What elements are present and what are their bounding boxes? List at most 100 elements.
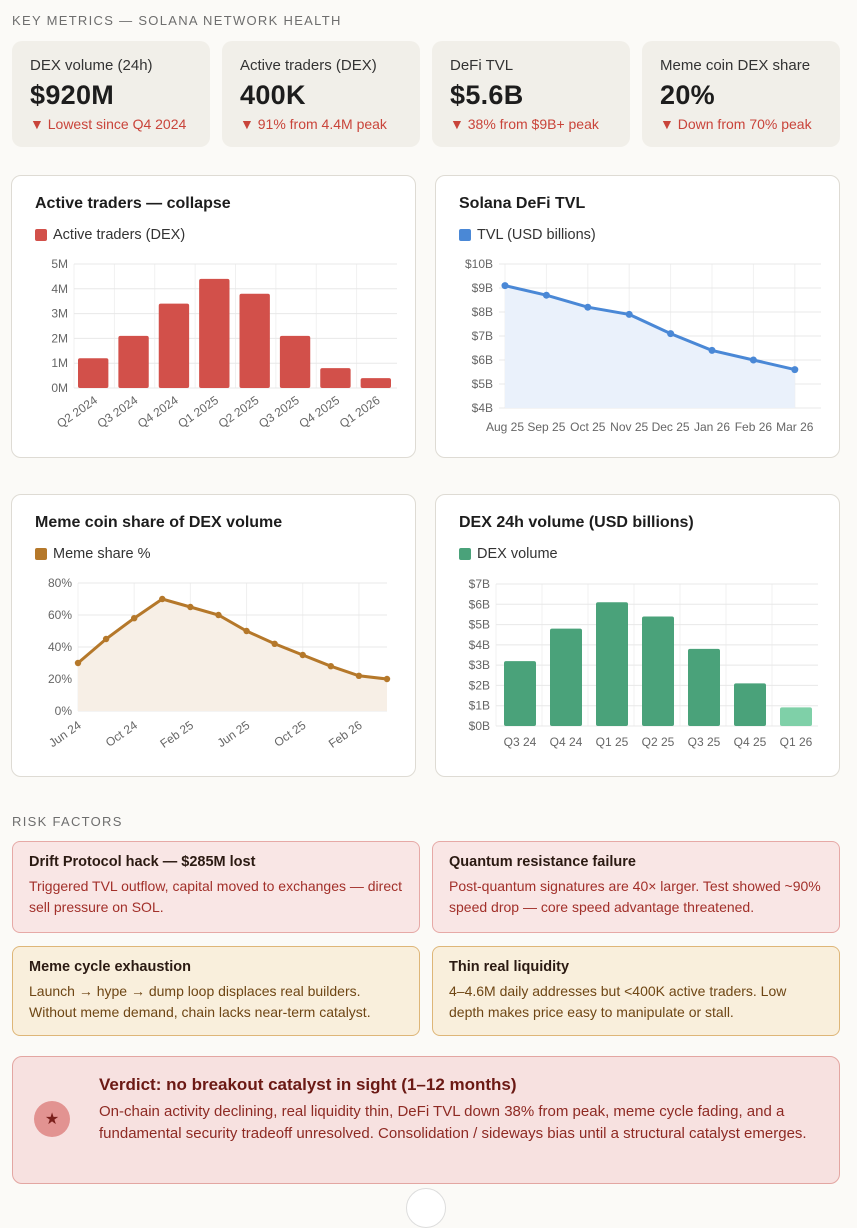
chart-title: Active traders — collapse bbox=[35, 195, 231, 212]
section-title-risk-factors: RISK FACTORS bbox=[12, 814, 123, 829]
metric-delta: ▼ Lowest since Q4 2024 bbox=[30, 116, 187, 132]
bar bbox=[550, 628, 582, 726]
dex-volume-chart: $0B $1B $2B $3B $4B $5B $6B $7B Q3 24 Q4 24 Q1 25 Q… bbox=[469, 577, 818, 749]
verdict-body: On-chain activity declining, real liquid… bbox=[99, 1103, 807, 1142]
x-tick-label: Jan 26 bbox=[694, 420, 730, 434]
chart-legend: Meme share % bbox=[35, 546, 151, 562]
y-tick-label: $9B bbox=[472, 281, 493, 295]
bar bbox=[504, 661, 536, 726]
x-tick-label: Q1 2025 bbox=[175, 393, 221, 431]
verdict-box: ★ Verdict: no breakout catalyst in sight… bbox=[12, 1056, 840, 1184]
bar bbox=[158, 303, 190, 388]
data-point bbox=[501, 282, 509, 290]
chart-title: DEX 24h volume (USD billions) bbox=[459, 514, 694, 531]
chart-card-dex-volume: $0B $1B $2B $3B $4B $5B $6B $7B Q3 24 Q4 24 Q1 25 Q… bbox=[435, 494, 840, 777]
area-fill bbox=[78, 599, 387, 711]
x-tick-label: Q1 2026 bbox=[337, 393, 383, 431]
x-tick-label: Q3 2024 bbox=[95, 393, 141, 431]
data-point bbox=[625, 310, 633, 318]
data-point bbox=[74, 659, 82, 667]
chart-card-defi-tvl: $4B $5B $6B $7B $8B $9B $10B Aug 25 Sep 25 Oct 25… bbox=[435, 175, 840, 458]
chart-title: Solana DeFi TVL bbox=[459, 195, 586, 212]
y-tick-label: $7B bbox=[472, 329, 493, 343]
y-tick-label: $2B bbox=[469, 678, 490, 692]
data-point bbox=[159, 595, 166, 603]
data-point bbox=[243, 627, 250, 635]
data-point bbox=[791, 366, 799, 374]
risk-body: Triggered TVL outflow, capital moved to … bbox=[29, 878, 403, 915]
y-tick-label: $3B bbox=[469, 658, 490, 672]
x-tick-label: Oct 25 bbox=[570, 420, 606, 434]
metric-card-defi-tvl: DeFi TVL $5.6B ▼ 38% from $9B+ peak bbox=[432, 41, 630, 147]
x-tick-label: Feb 26 bbox=[326, 718, 365, 751]
x-tick-label: Q3 24 bbox=[504, 735, 537, 749]
x-tick-label: Q3 2025 bbox=[256, 393, 302, 431]
y-tick-label: $1B bbox=[469, 699, 490, 713]
data-point bbox=[215, 611, 222, 619]
x-tick-label: Mar 26 bbox=[776, 420, 814, 434]
data-point bbox=[130, 615, 138, 622]
y-tick-label: 60% bbox=[48, 608, 72, 622]
chart-legend: TVL (USD billions) bbox=[459, 227, 596, 243]
y-tick-label: $0B bbox=[469, 719, 490, 733]
y-tick-label: 2M bbox=[51, 331, 68, 345]
y-tick-label: 40% bbox=[48, 640, 72, 654]
risk-card-meme-cycle: Meme cycle exhaustion Launch → hype → du… bbox=[12, 946, 420, 1036]
series-line bbox=[504, 284, 796, 372]
y-tick-label: 0% bbox=[55, 704, 73, 718]
x-tick-label: Oct 25 bbox=[271, 718, 308, 750]
defi-tvl-chart: $4B $5B $6B $7B $8B $9B $10B Aug 25 Sep 25 Oct 25… bbox=[465, 257, 821, 434]
risk-body: Post-quantum signatures are 40× larger. … bbox=[449, 878, 821, 915]
metric-delta: ▼ 38% from $9B+ peak bbox=[450, 116, 599, 132]
legend-swatch bbox=[35, 548, 47, 560]
x-tick-label: Jun 24 bbox=[46, 718, 84, 750]
x-tick-label: Q1 25 bbox=[596, 735, 629, 749]
x-tick-label: Sep 25 bbox=[527, 420, 565, 434]
risk-title: Meme cycle exhaustion bbox=[29, 959, 191, 975]
down-arrow-icon: ▼ bbox=[240, 116, 254, 132]
bar bbox=[734, 683, 766, 726]
down-arrow-icon: ▼ bbox=[660, 116, 674, 132]
metric-card-active-traders: Active traders (DEX) 400K ▼ 91% from 4.4… bbox=[222, 41, 420, 147]
series-line bbox=[77, 597, 388, 681]
y-tick-label: 0M bbox=[51, 381, 68, 395]
verdict-title: Verdict: no breakout catalyst in sight (… bbox=[99, 1075, 517, 1094]
y-tick-label: 5M bbox=[51, 257, 68, 271]
data-point bbox=[584, 303, 592, 311]
data-point bbox=[383, 675, 391, 683]
y-tick-label: $7B bbox=[469, 577, 490, 591]
x-tick-label: Aug 25 bbox=[486, 420, 524, 434]
risk-body: 4–4.6M daily addresses but <400K active … bbox=[449, 983, 787, 1020]
y-tick-label: $5B bbox=[469, 618, 490, 632]
chart-card-active-traders: 0M 1M 2M 3M 4M 5M Q2 2024 Q3 2024 Q4 2024 Q1 2025… bbox=[11, 175, 416, 458]
bar bbox=[78, 358, 109, 388]
x-tick-label: Nov 25 bbox=[610, 420, 648, 434]
risk-title: Drift Protocol hack — $285M lost bbox=[29, 854, 256, 870]
x-tick-label: Q4 2025 bbox=[296, 393, 342, 431]
metric-delta: ▼ 91% from 4.4M peak bbox=[240, 116, 387, 132]
x-tick-label: Q4 24 bbox=[550, 735, 583, 749]
x-tick-label: Q2 2025 bbox=[216, 393, 262, 431]
down-arrow-icon: ▼ bbox=[30, 116, 44, 132]
chart-legend: Active traders (DEX) bbox=[35, 227, 185, 243]
y-tick-label: 20% bbox=[48, 672, 72, 686]
scroll-button[interactable] bbox=[406, 1188, 446, 1228]
risk-title: Thin real liquidity bbox=[449, 959, 570, 975]
chart-legend: DEX volume bbox=[459, 546, 558, 562]
x-tick-label: Q2 2024 bbox=[54, 393, 100, 431]
legend-swatch bbox=[35, 229, 47, 241]
bar bbox=[239, 293, 270, 388]
chart-title: Meme coin share of DEX volume bbox=[35, 514, 283, 531]
star-icon: ★ bbox=[34, 1101, 70, 1137]
section-title-key-metrics: KEY METRICS — SOLANA NETWORK HEALTH bbox=[12, 13, 342, 28]
y-tick-label: 80% bbox=[48, 576, 72, 590]
x-tick-label: Q4 2024 bbox=[135, 393, 181, 431]
y-tick-label: 4M bbox=[51, 282, 68, 296]
bar bbox=[642, 616, 674, 726]
meme-share-chart: 0% 20% 40% 60% 80% Jun 24 Oct 24 Feb 25 Jun 25 Oc… bbox=[46, 576, 391, 751]
data-point bbox=[271, 640, 278, 647]
legend-swatch bbox=[459, 548, 471, 560]
bar bbox=[199, 278, 230, 388]
metric-label: DeFi TVL bbox=[450, 57, 514, 74]
metric-card-meme-share: Meme coin DEX share 20% ▼ Down from 70% … bbox=[642, 41, 840, 147]
